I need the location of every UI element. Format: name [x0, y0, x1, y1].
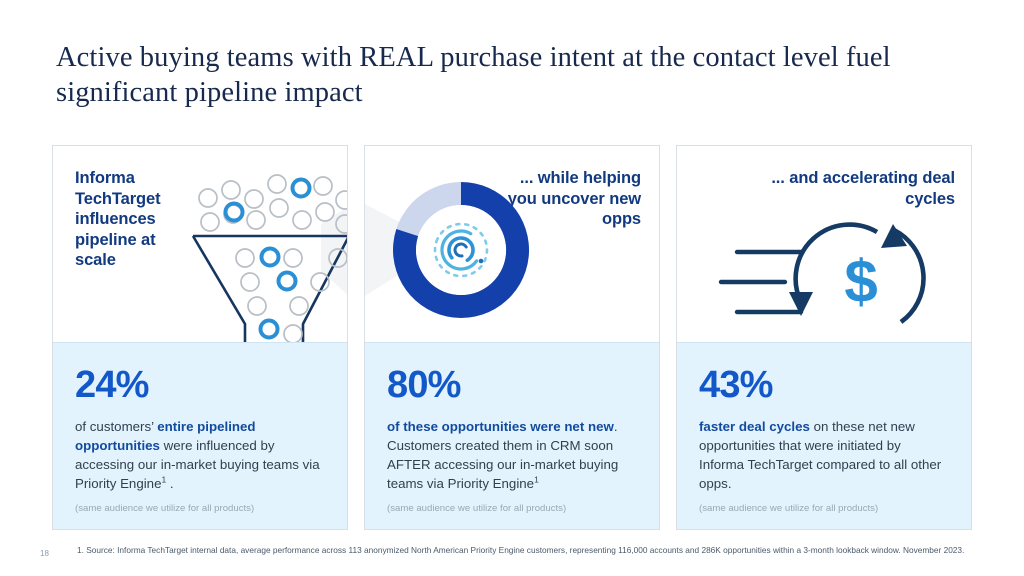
audience-note: (same audience we utilize for all produc…	[387, 503, 567, 514]
source-footnote: 1. Source: Informa TechTarget internal d…	[77, 545, 965, 555]
desc-part: . Customers created them in CRM soon AFT…	[387, 419, 619, 491]
funnel-with-contacts-icon	[53, 146, 347, 342]
panel-uncover-new-opps: ... while helping you uncover new opps	[364, 145, 660, 530]
panel-heading: Informa TechTarget influences pipeline a…	[75, 169, 161, 269]
footnote-ref: 1	[534, 474, 539, 485]
audience-note: (same audience we utilize for all produc…	[699, 503, 879, 514]
panel-stat-area: 43% faster deal cycles on these net new …	[677, 342, 971, 529]
dollar-cycle-speed-icon: $	[677, 146, 971, 342]
panel-row: Informa TechTarget influences pipeline a…	[52, 145, 972, 530]
panel-pipeline-scale: Informa TechTarget influences pipeline a…	[52, 145, 348, 530]
panel-accelerating-deal-cycles: ... and accelerating deal cycles	[676, 145, 972, 530]
desc-part-bold: faster deal cycles	[699, 419, 810, 434]
stat-value: 80%	[387, 364, 461, 406]
stat-description: of these opportunities were net new. Cus…	[387, 417, 637, 493]
panel-stat-area: 80% of these opportunities were net new.…	[365, 342, 659, 529]
slide-number: 18	[40, 549, 49, 558]
svg-text:$: $	[844, 248, 877, 315]
panel-stat-area: 24% of customers’ entire pipelined oppor…	[53, 342, 347, 529]
page-title: Active buying teams with REAL purchase i…	[56, 42, 891, 108]
desc-part: of customers’	[75, 419, 158, 434]
desc-part: on these net new opportunities that were…	[699, 419, 942, 491]
stat-value: 43%	[699, 364, 773, 406]
desc-tail: .	[166, 476, 174, 491]
desc-part: were influenced by accessing our in-mark…	[75, 438, 320, 491]
audience-note: (same audience we utilize for all produc…	[75, 503, 255, 514]
donut-chart	[365, 146, 659, 342]
panel-illustration-area: ... and accelerating deal cycles	[677, 146, 971, 342]
stat-description: faster deal cycles on these net new oppo…	[699, 417, 949, 493]
stat-value: 24%	[75, 364, 149, 406]
desc-part-bold: entire pipelined opportunities	[75, 419, 256, 453]
panel-illustration-area: ... while helping you uncover new opps	[365, 146, 659, 342]
footnote-ref: 1	[161, 474, 167, 485]
panel-illustration-area: Informa TechTarget influences pipeline a…	[53, 146, 347, 342]
desc-part-bold: of these opportunities were net new	[387, 419, 614, 434]
panel-heading: ... and accelerating deal cycles	[771, 169, 955, 208]
stat-description: of customers’ entire pipelined opportuni…	[75, 417, 325, 493]
panel-heading: ... while helping you uncover new opps	[507, 169, 641, 228]
